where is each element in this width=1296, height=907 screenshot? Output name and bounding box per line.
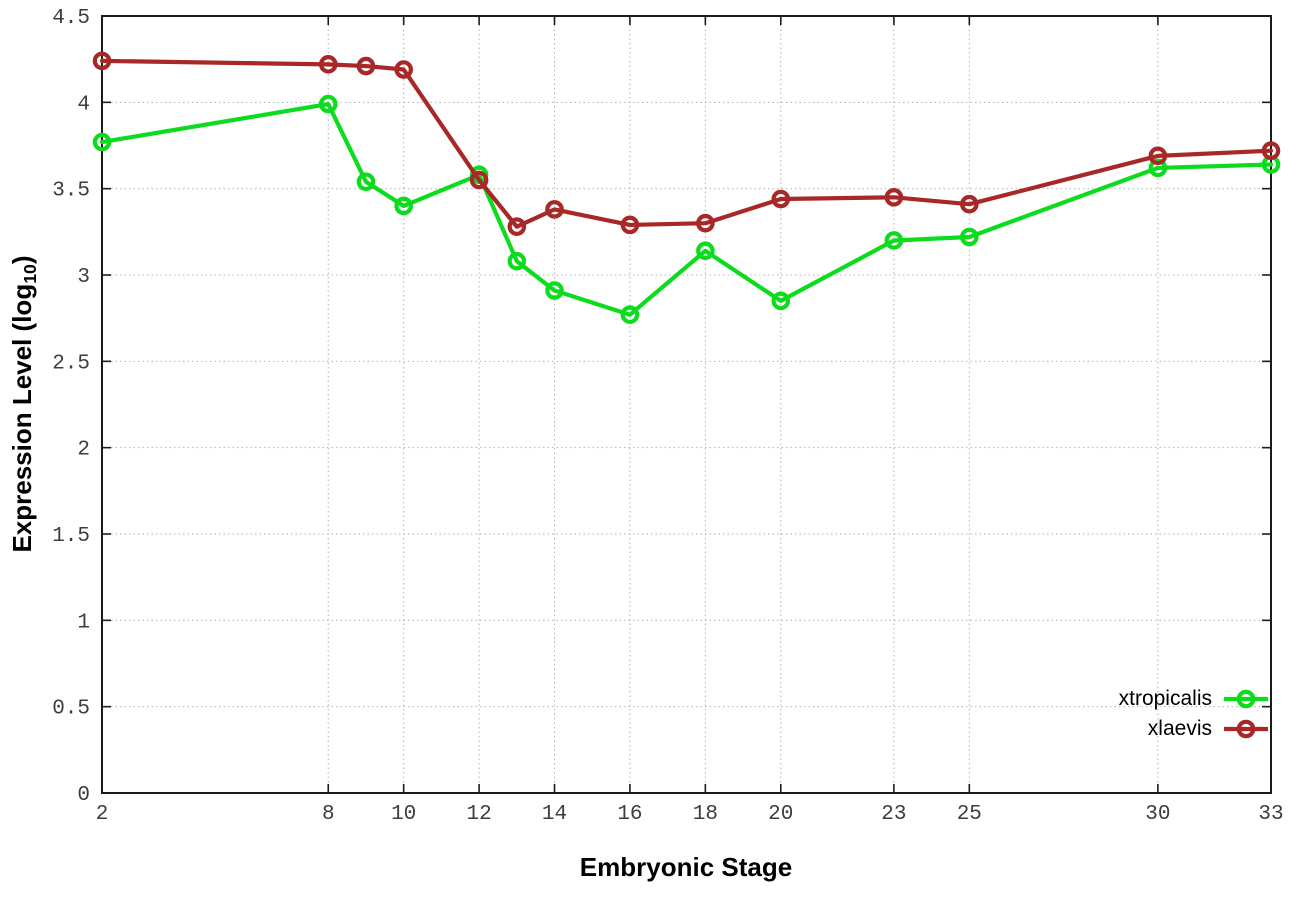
data-point-xlaevis: [1261, 141, 1281, 160]
legend-label: xlaevis: [1147, 717, 1212, 740]
data-point-xtropicalis: [620, 305, 640, 325]
y-tick-label: 4.5: [52, 7, 90, 30]
x-tick-label: 18: [693, 803, 718, 826]
data-point-xtropicalis: [356, 172, 376, 192]
x-tick-label: 30: [1145, 803, 1170, 826]
x-tick-label: 12: [466, 803, 491, 826]
data-point-xlaevis: [1148, 146, 1168, 166]
data-point-xlaevis: [356, 56, 376, 76]
data-point-xtropicalis: [318, 94, 338, 114]
data-point-xtropicalis: [884, 231, 904, 250]
data-point-xtropicalis: [394, 196, 413, 216]
data-point-xlaevis: [696, 213, 715, 233]
data-point-xlaevis: [469, 170, 489, 190]
data-point-xtropicalis: [545, 281, 564, 300]
x-axis-title: Embryonic Stage: [579, 852, 793, 882]
data-point-xlaevis: [507, 217, 527, 236]
x-tick-label: 20: [768, 803, 793, 826]
y-tick-label: 1.5: [52, 525, 90, 548]
data-point-xtropicalis: [92, 132, 112, 152]
data-point-xlaevis: [394, 60, 413, 79]
data-point-xtropicalis: [960, 227, 979, 247]
x-tick-label: 25: [957, 803, 982, 826]
x-tick-label: 14: [542, 803, 567, 826]
data-point-xlaevis: [545, 200, 564, 219]
x-tick-label: 23: [881, 803, 906, 826]
x-tick-label: 8: [322, 803, 335, 826]
data-point-xtropicalis: [771, 291, 791, 311]
x-tick-label: 10: [391, 803, 416, 826]
y-axis-title-subscript: 10: [19, 264, 40, 284]
y-axis-title-text: Expression Level (log: [7, 283, 38, 553]
y-tick-label: 3: [77, 266, 90, 289]
y-tick-label: 0: [77, 784, 90, 807]
data-point-xlaevis: [960, 194, 979, 214]
series-line-xlaevis: [99, 58, 1274, 229]
y-tick-label: 4: [77, 93, 90, 116]
y-tick-label: 0.5: [52, 698, 90, 721]
legend-entry-xlaevis: xlaevis: [1148, 716, 1270, 742]
data-point-xlaevis: [620, 215, 640, 235]
data-point-xlaevis: [884, 188, 904, 207]
x-tick-label: 33: [1258, 803, 1283, 826]
y-tick-label: 3.5: [52, 180, 90, 203]
y-tick-label: 1: [77, 611, 90, 634]
legend-entry-xtropicalis: xtropicalis: [1119, 686, 1270, 712]
data-point-xlaevis: [92, 51, 112, 71]
series-line-xtropicalis: [99, 101, 1274, 317]
legend: xtropicalis xlaevis: [1119, 686, 1270, 742]
x-tick-label: 16: [617, 803, 642, 826]
data-point-xlaevis: [771, 189, 791, 209]
data-point-xtropicalis: [507, 251, 527, 271]
plot-border: [101, 15, 1272, 794]
y-axis-title-close: ): [7, 255, 38, 265]
legend-line-marker-icon: [1224, 689, 1268, 709]
y-tick-label: 2: [77, 439, 90, 462]
y-axis-title: Expression Level (log10): [7, 255, 41, 552]
x-tick-label: 2: [96, 803, 109, 826]
data-point-xtropicalis: [696, 241, 715, 261]
legend-line-marker-icon: [1224, 719, 1268, 739]
y-tick-label: 2.5: [52, 352, 90, 375]
legend-label: xtropicalis: [1118, 687, 1212, 710]
data-point-xtropicalis: [1148, 158, 1168, 178]
data-point-xlaevis: [318, 55, 338, 74]
